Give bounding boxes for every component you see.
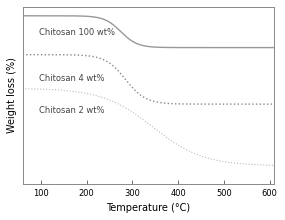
Y-axis label: Weight loss (%): Weight loss (%)	[7, 57, 17, 133]
X-axis label: Temperature (°C): Temperature (°C)	[106, 203, 190, 213]
Text: Chitosan 100 wt%: Chitosan 100 wt%	[38, 28, 115, 37]
Text: Chitosan 2 wt%: Chitosan 2 wt%	[38, 106, 104, 115]
Text: Chitosan 4 wt%: Chitosan 4 wt%	[38, 74, 104, 83]
